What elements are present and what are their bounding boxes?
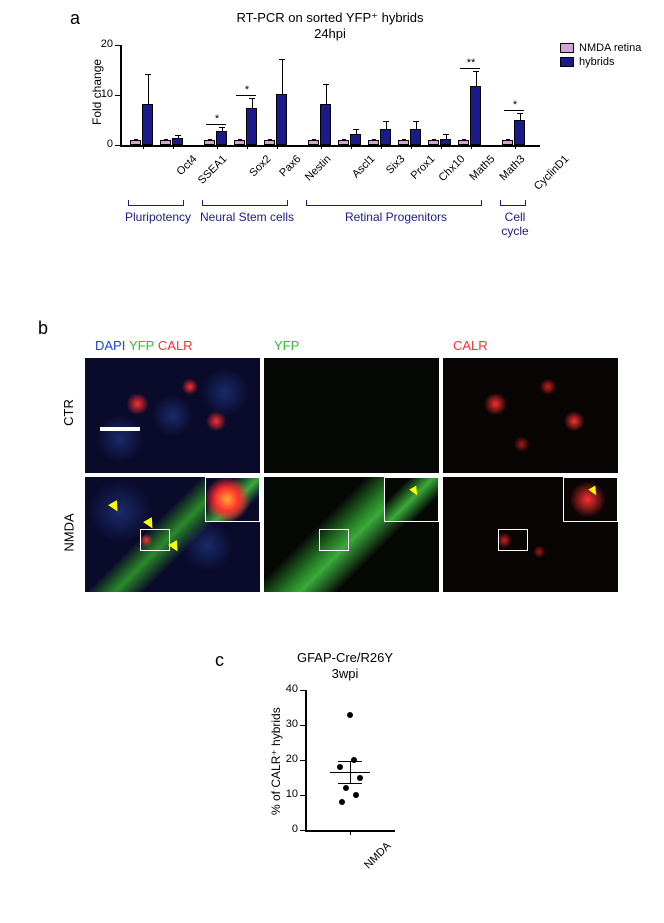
row-label-ctr: CTR xyxy=(61,399,76,426)
panel-a-label: a xyxy=(70,8,80,29)
panel-c-label: c xyxy=(215,650,224,671)
panel-a-legend: NMDA retina hybrids xyxy=(560,42,641,70)
legend-label: hybrids xyxy=(579,56,614,68)
legend-label: NMDA retina xyxy=(579,42,641,54)
panel-c-subtitle: 3wpi xyxy=(265,666,425,681)
panel-b-grid xyxy=(85,358,618,592)
micrograph-cell xyxy=(85,477,260,592)
micrograph-cell xyxy=(443,358,618,473)
panel-c-title: GFAP-Cre/R26Y xyxy=(265,650,425,665)
legend-swatch-nmda xyxy=(560,43,574,53)
micrograph-cell xyxy=(443,477,618,592)
micrograph-cell xyxy=(264,477,439,592)
panel-b-label: b xyxy=(38,318,48,339)
panel-a-title: RT-PCR on sorted YFP⁺ hybrids xyxy=(200,10,460,26)
micrograph-cell xyxy=(85,358,260,473)
legend-row: hybrids xyxy=(560,56,641,68)
panel-a-subtitle: 24hpi xyxy=(200,26,460,41)
micrograph-cell xyxy=(264,358,439,473)
panel-c-chart: 010203040% of CALR⁺ hybridsNMDA xyxy=(260,685,420,860)
panel-a-chart: 01020Fold changeOct4SSEA1*Sox2*Pax6Nesti… xyxy=(90,40,550,160)
legend-row: NMDA retina xyxy=(560,42,641,54)
row-label-nmda: NMDA xyxy=(62,513,77,551)
legend-swatch-hybrid xyxy=(560,57,574,67)
